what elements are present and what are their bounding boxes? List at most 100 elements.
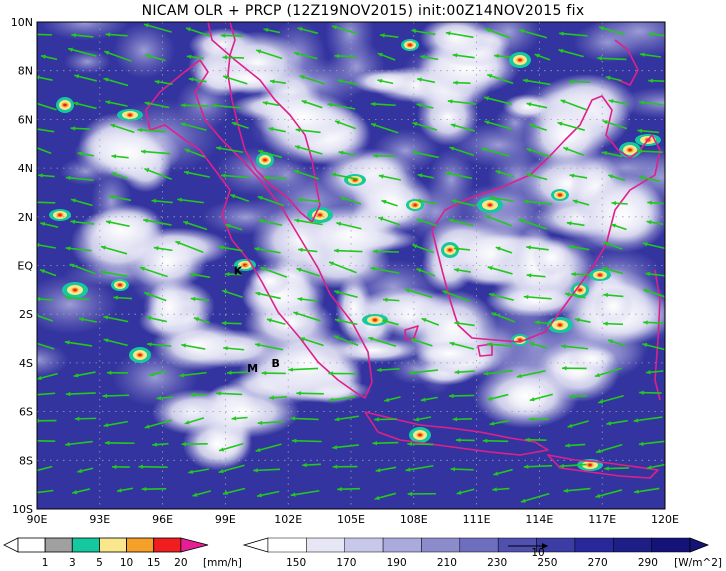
wind-vector: [260, 266, 288, 278]
wind-vector: [257, 195, 285, 207]
wind-vector: [295, 127, 321, 134]
wind-vector: [492, 487, 510, 492]
wind-vector: [370, 101, 396, 107]
java-coastline: [364, 411, 549, 456]
wind-vector: [255, 291, 281, 300]
precipitation-cell: [49, 209, 71, 221]
wind-vector: [105, 100, 128, 107]
lon-tick-label: 99E: [215, 513, 236, 526]
wind-vector: [144, 291, 167, 302]
wind-vector: [454, 321, 475, 327]
wind-vector: [154, 79, 173, 85]
wind-vector: [523, 199, 553, 205]
wind-vector: [37, 372, 58, 381]
lon-tick-label: 120E: [651, 513, 679, 526]
wind-vector: [293, 311, 321, 322]
wind-vector: [38, 173, 55, 178]
olr-tick-label: 190: [387, 557, 407, 569]
olr-tick-label: 150: [286, 557, 306, 569]
wind-vector: [411, 244, 434, 254]
wind-vector: [486, 342, 512, 347]
station-label-m: M: [247, 362, 258, 375]
lon-tick-label: 108E: [400, 513, 428, 526]
wind-vector: [493, 468, 513, 476]
colorbar-swatch: [382, 537, 422, 553]
precipitation-cell: [117, 109, 143, 121]
wind-vector: [220, 173, 249, 179]
precipitation-colorbar: 1 3 5 10 15 20 [mm/h]: [3, 537, 242, 569]
wind-vector: [226, 370, 249, 375]
wind-vector: [72, 488, 91, 495]
prcp-tick-label: 20: [174, 557, 187, 569]
wind-vector: [420, 54, 439, 61]
wind-vector: [376, 367, 400, 373]
wind-vector: [561, 344, 589, 350]
wind-vector: [637, 128, 660, 134]
wind-vector: [263, 27, 281, 34]
wind-vector: [70, 126, 90, 131]
colorbar-swatch: [17, 537, 46, 553]
precipitation-cell: [129, 347, 151, 363]
colorbar-swatch: [344, 537, 384, 553]
precipitation-cell: [62, 282, 88, 298]
wind-vector: [143, 23, 172, 33]
wind-vector: [447, 99, 477, 105]
chart-title: NICAM OLR + PRCP (12Z19NOV2015) init:00Z…: [141, 3, 585, 19]
wind-vector: [293, 51, 318, 60]
prcp-unit-label: [mm/h]: [203, 557, 242, 569]
wind-vector: [529, 393, 553, 402]
wind-vector: [494, 53, 511, 59]
wind-vector: [603, 241, 623, 250]
wind-vector: [297, 197, 321, 203]
lat-tick-label: 4S: [19, 357, 33, 370]
wind-vector: [372, 153, 396, 158]
wind-vector: [215, 146, 244, 154]
wind-vector: [489, 419, 510, 426]
wind-vector: [374, 492, 397, 501]
wind-vector: [382, 319, 399, 326]
map-frame: [36, 21, 666, 510]
wind-vector: [105, 32, 128, 37]
wind-vector: [633, 487, 660, 494]
wind-vector: [420, 396, 438, 402]
wind-vector: [111, 464, 130, 470]
wind-vector: [645, 271, 665, 277]
wind-vector: [100, 270, 128, 278]
wind-vector: [483, 369, 513, 376]
wind-vector: [416, 103, 434, 109]
colorbar-swatch: [306, 537, 345, 553]
philippines-coastline: [614, 39, 639, 86]
wind-vector: [370, 123, 399, 134]
wind-vector: [334, 248, 363, 253]
wind-vector: [37, 201, 56, 204]
colorbar-arrow-right: [180, 537, 209, 553]
wind-vector: [269, 79, 286, 85]
olr-tick-label: 210: [437, 557, 457, 569]
colorbar-arrow-left: [242, 537, 269, 553]
wind-vector: [37, 439, 56, 442]
wind-vector: [293, 169, 320, 180]
wind-vector: [518, 29, 548, 39]
wind-vector: [111, 154, 129, 159]
wind-vector: [525, 437, 547, 442]
wind-vector: [449, 341, 475, 350]
wind-vector: [73, 371, 96, 378]
wind-vector: [103, 77, 129, 87]
wind-vector: [518, 218, 547, 230]
wind-vector: [181, 343, 206, 350]
precipitation-cell: [619, 142, 641, 158]
wind-vector: [328, 261, 357, 274]
lon-tick-label: 117E: [588, 513, 616, 526]
wind-vector: [103, 338, 128, 347]
wind-vector: [526, 102, 548, 109]
wind-vector: [602, 150, 623, 158]
wind-vector: [111, 171, 128, 180]
wind-vector: [37, 489, 54, 494]
wind-vector: [331, 172, 359, 181]
wind-vector: [378, 174, 401, 181]
wind-vector: [407, 441, 434, 447]
wind-vector: [73, 101, 97, 110]
wind-vector: [113, 295, 133, 300]
wind-vector: [557, 121, 585, 131]
wind-vector: [646, 220, 664, 226]
